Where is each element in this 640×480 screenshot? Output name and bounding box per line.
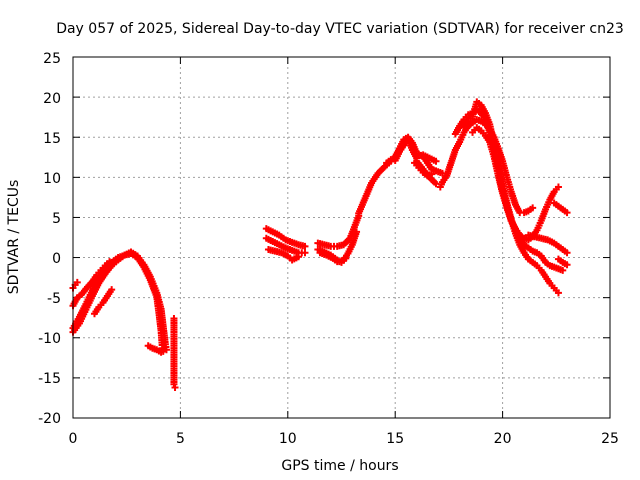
data-point-marker [563, 261, 571, 269]
data-point-marker [157, 348, 165, 356]
series-arc-17 [413, 157, 440, 188]
data-point-marker [342, 254, 350, 262]
series-arc-10 [264, 246, 303, 264]
plot-border [72, 56, 611, 419]
data-point-marker [563, 249, 571, 257]
chart-title: Day 057 of 2025, Sidereal Day-to-day VTE… [56, 21, 624, 37]
data-point-marker [73, 278, 81, 286]
series-arc-18 [419, 151, 440, 165]
data-point-marker [301, 249, 309, 257]
x-tick-label: 5 [176, 431, 185, 447]
data-point-marker [563, 209, 571, 217]
series-arc-6 [144, 342, 165, 356]
data-point-marker [108, 286, 116, 294]
y-tick-label: 0 [52, 251, 61, 267]
y-tick-label: -15 [38, 371, 61, 387]
x-tick-label: 15 [386, 431, 404, 447]
x-tick-label: 10 [279, 431, 297, 447]
data-point-marker [106, 258, 114, 266]
series-arc-5 [90, 286, 116, 318]
y-tick-label: -10 [38, 331, 61, 347]
data-point-marker [554, 289, 562, 297]
data-point-marker [353, 228, 361, 236]
y-tick-labels: -20 -15 -10 -5 0 5 10 15 20 25 [38, 51, 61, 427]
y-axis-label: SDTVAR / TECUs [6, 180, 22, 295]
series-arc-9 [262, 234, 309, 257]
series-arc-24 [550, 199, 571, 217]
data-point-marker [529, 204, 537, 212]
series-arc-15 [383, 135, 421, 167]
x-tick-label: 20 [494, 431, 512, 447]
data-point-marker [301, 242, 309, 250]
series-arc-8 [262, 225, 309, 250]
data-point-marker [171, 384, 179, 392]
y-tick-label: -5 [47, 291, 61, 307]
series-arc-23 [524, 231, 571, 257]
x-tick-label: 0 [69, 431, 78, 447]
data-point-marker [432, 157, 440, 165]
data-point-marker [295, 253, 303, 261]
x-tick-label: 25 [601, 431, 619, 447]
series-arc-13 [316, 249, 350, 266]
y-tick-label: -20 [38, 411, 61, 427]
y-tick-label: 10 [43, 171, 61, 187]
series-arc-11 [314, 212, 363, 250]
series-arc-25 [554, 255, 571, 269]
y-tick-label: 25 [43, 51, 61, 67]
data-point-marker [554, 183, 562, 191]
x-axis-label: GPS time / hours [281, 458, 398, 474]
series-arc-3 [69, 258, 114, 310]
data-markers [69, 98, 571, 392]
data-point-marker [559, 266, 567, 274]
y-tick-label: 20 [43, 91, 61, 107]
x-tick-labels: 0 5 10 15 20 25 [69, 431, 619, 447]
y-tick-label: 15 [43, 131, 61, 147]
series-arc-2 [69, 250, 167, 355]
y-tick-label: 5 [52, 211, 61, 227]
series-arc-7 [170, 315, 179, 392]
